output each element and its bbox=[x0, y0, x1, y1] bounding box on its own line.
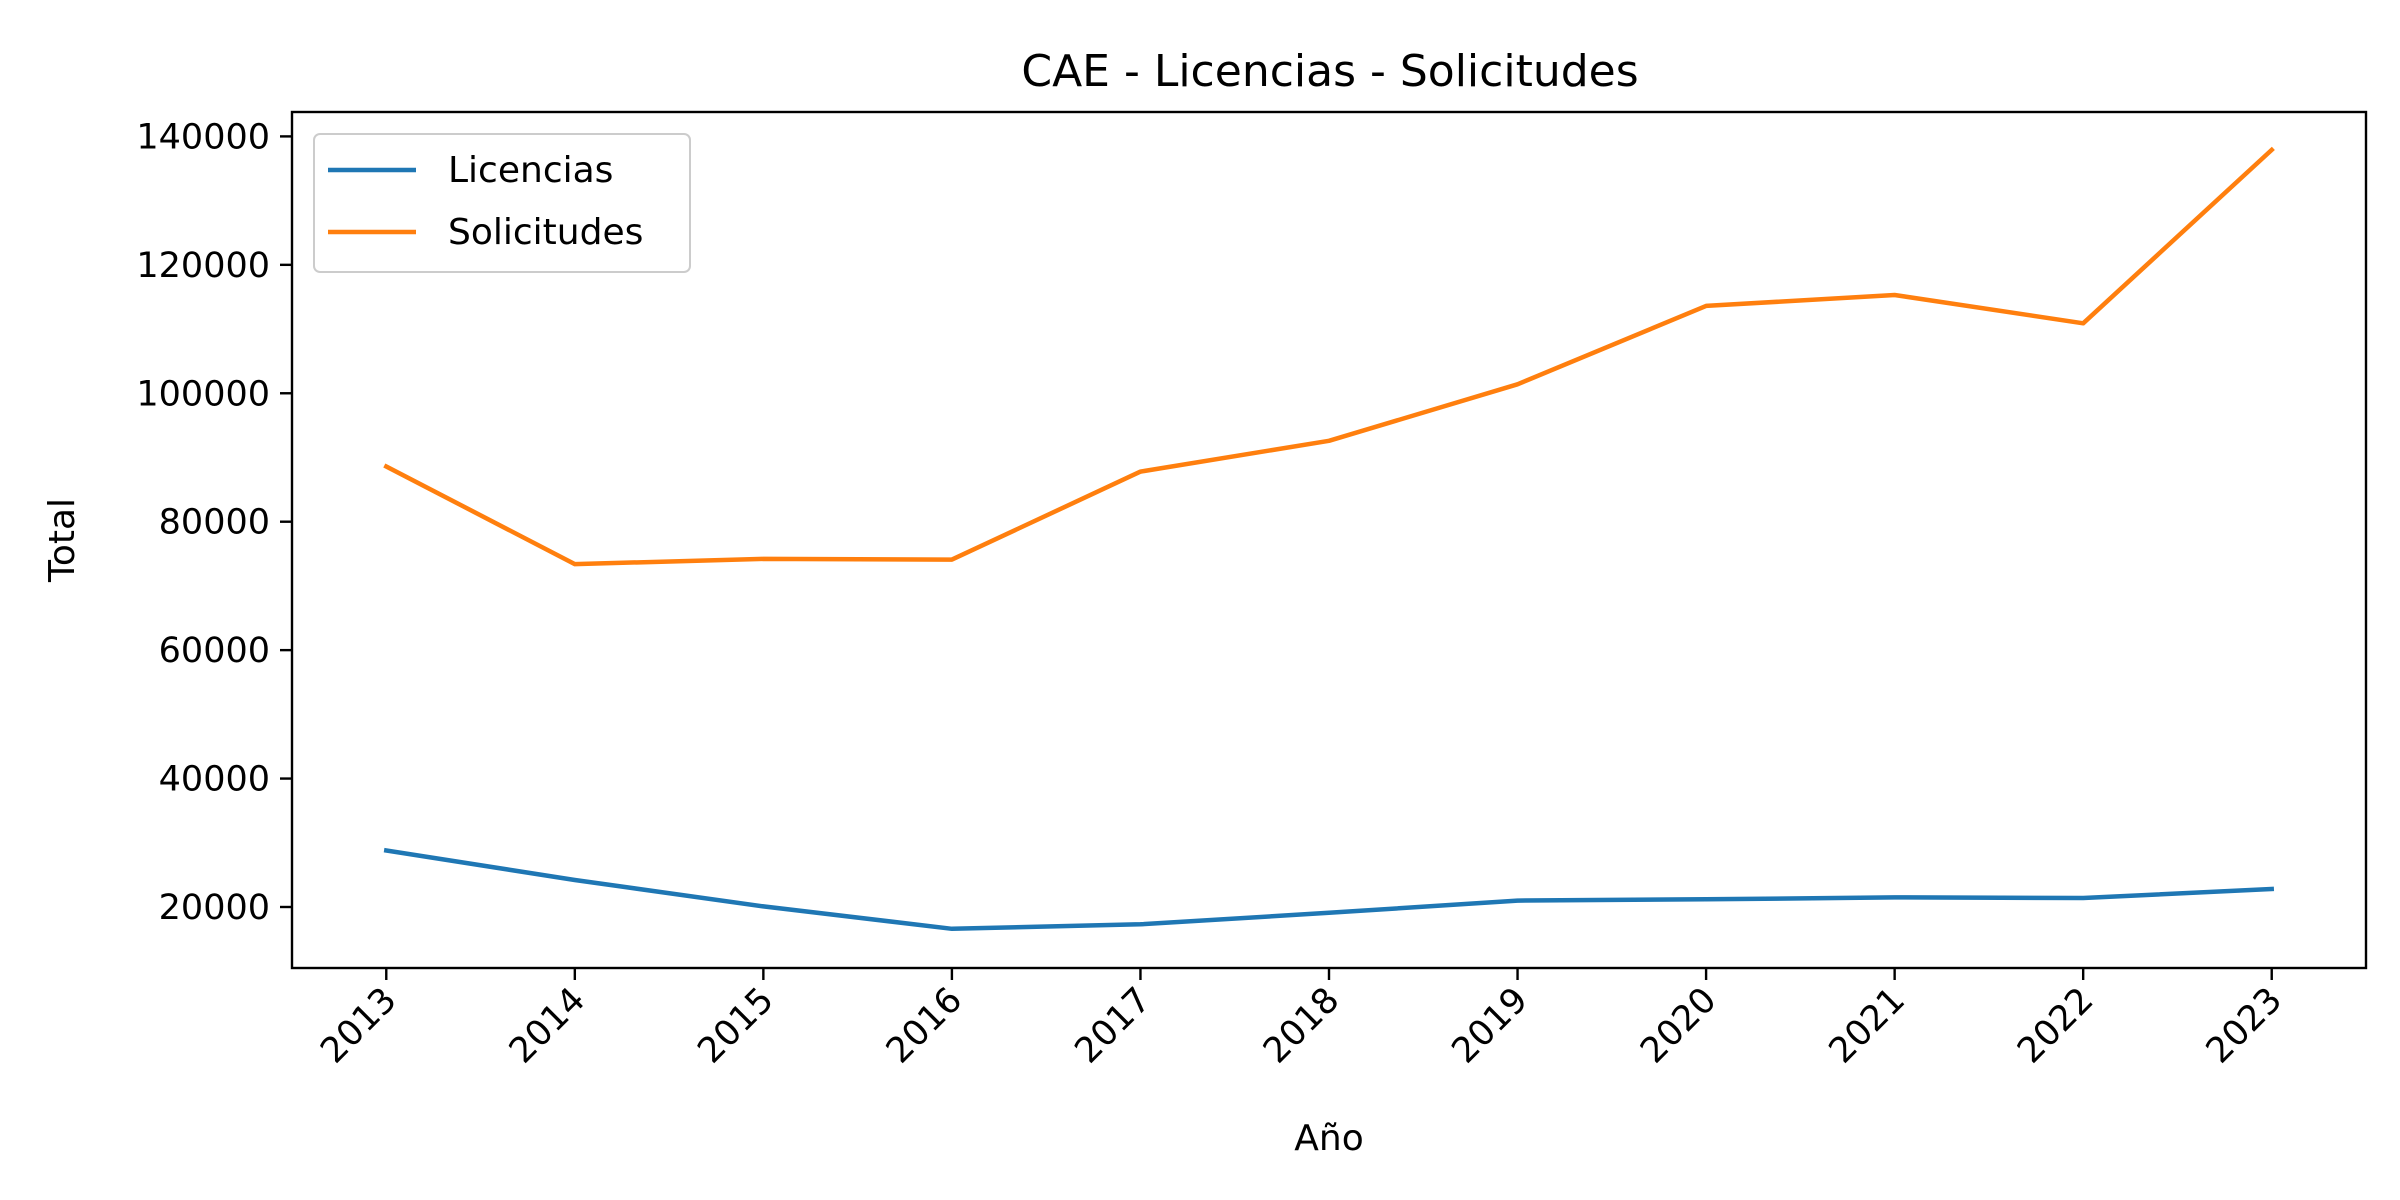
x-tick-label: 2023 bbox=[2199, 980, 2290, 1071]
x-axis: 2013 2014 2015 2016 2017 2018 2019 2020 2021 2022… bbox=[313, 968, 2290, 1071]
y-tick-label: 40000 bbox=[159, 760, 270, 800]
x-tick-label: 2015 bbox=[690, 980, 781, 1071]
legend-label-solicitudes: Solicitudes bbox=[448, 212, 643, 253]
y-tick-label: 20000 bbox=[159, 888, 270, 928]
x-tick-label: 2017 bbox=[1068, 980, 1159, 1071]
x-tick-label: 2022 bbox=[2010, 980, 2101, 1071]
y-tick-label: 140000 bbox=[136, 117, 270, 157]
x-tick-label: 2018 bbox=[1256, 980, 1347, 1071]
x-tick-label: 2021 bbox=[1822, 980, 1913, 1071]
y-tick-label: 60000 bbox=[159, 631, 270, 671]
series-line-solicitudes bbox=[383, 146, 2275, 567]
x-tick-label: 2019 bbox=[1445, 980, 1536, 1071]
x-tick-label: 2013 bbox=[313, 980, 404, 1071]
y-tick-label: 100000 bbox=[136, 374, 270, 414]
x-tick-label: 2020 bbox=[1633, 980, 1724, 1071]
series-lines bbox=[383, 146, 2275, 932]
y-axis: 20000 40000 60000 80000 100000 120000 140000 bbox=[136, 117, 292, 928]
x-tick-label: 2014 bbox=[502, 980, 593, 1071]
chart-title: CAE - Licencias - Solicitudes bbox=[1021, 46, 1638, 97]
x-tick-label: 2016 bbox=[879, 980, 970, 1071]
x-axis-label: Año bbox=[1294, 1118, 1363, 1159]
y-tick-label: 80000 bbox=[159, 503, 270, 543]
y-axis-label: Total bbox=[42, 498, 83, 583]
legend: Licencias Solicitudes bbox=[313, 133, 691, 273]
series-line-licencias bbox=[383, 847, 2275, 932]
legend-label-licencias: Licencias bbox=[448, 150, 613, 191]
y-tick-label: 120000 bbox=[136, 246, 270, 286]
